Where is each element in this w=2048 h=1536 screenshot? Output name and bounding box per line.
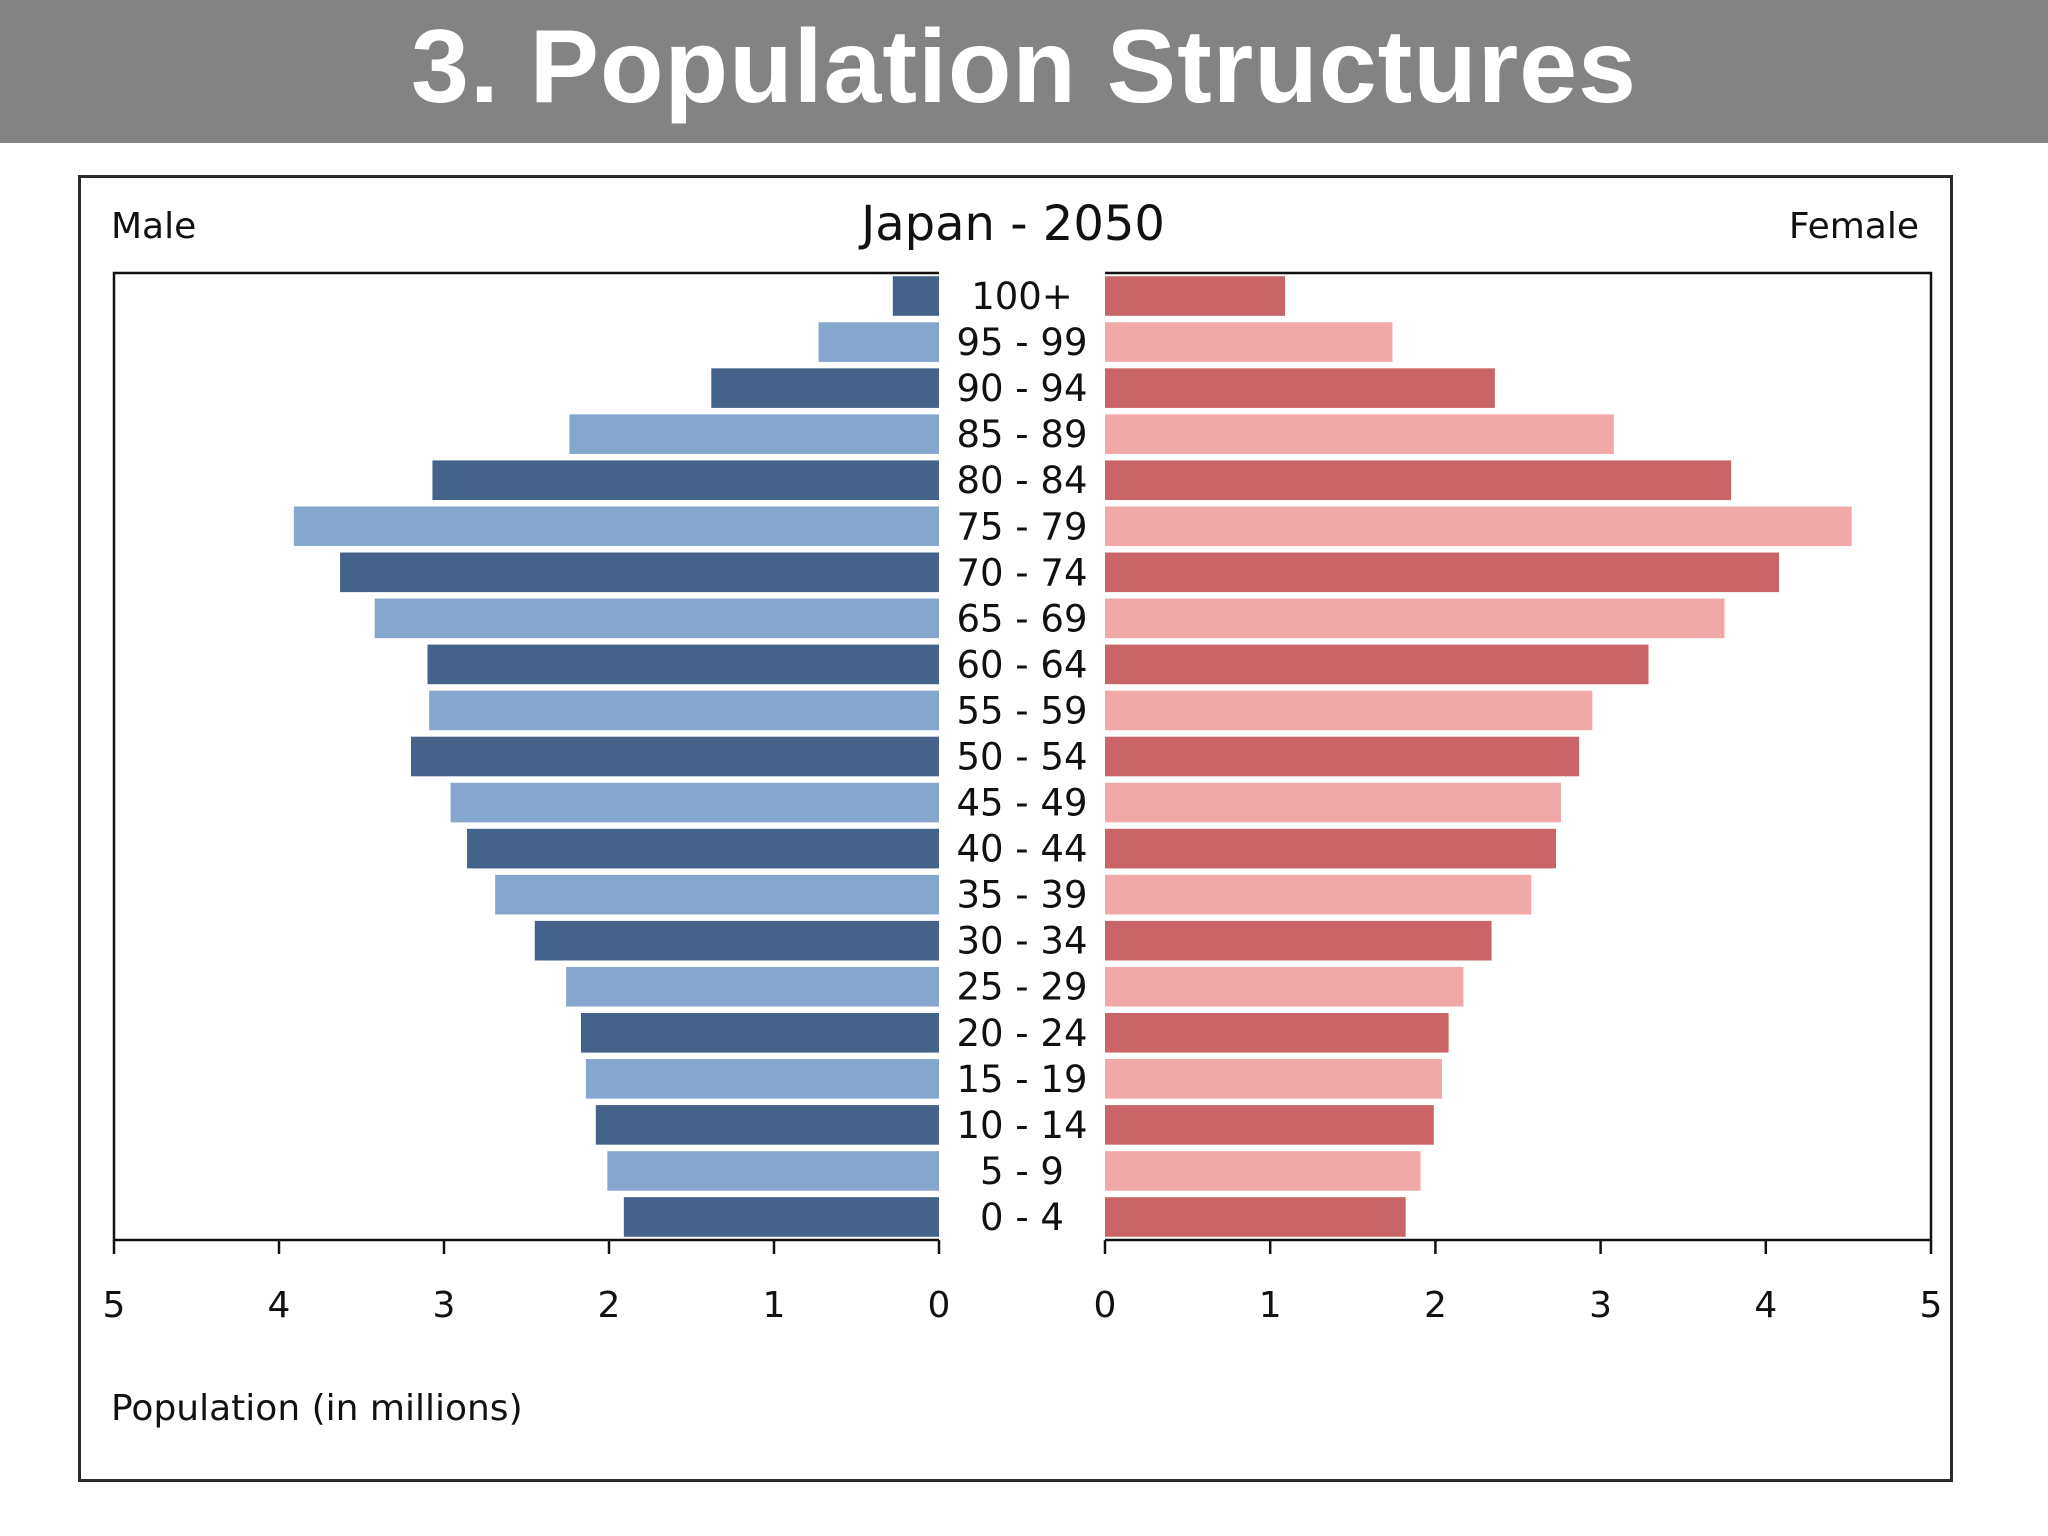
age-group-label: 30 - 34 (956, 920, 1087, 963)
female-bar (1105, 414, 1614, 454)
age-group-label: 15 - 19 (956, 1058, 1087, 1101)
age-group-label: 50 - 54 (956, 736, 1087, 779)
female-axis-tick-label: 3 (1589, 1285, 1612, 1326)
male-bar (427, 644, 939, 685)
male-bar (495, 874, 939, 915)
female-bar (1105, 644, 1649, 685)
male-axis-tick-label: 1 (763, 1285, 786, 1326)
age-group-label: 5 - 9 (980, 1150, 1064, 1193)
age-group-label: 35 - 39 (956, 874, 1087, 917)
female-axis-tick-label: 4 (1754, 1285, 1777, 1326)
male-plot-frame (112, 271, 939, 1242)
male-bar (411, 736, 939, 777)
female-label: Female (1789, 206, 1919, 247)
male-bar (623, 1197, 939, 1237)
female-bar (1105, 1197, 1406, 1237)
female-bar (1105, 506, 1852, 547)
age-group-label: 70 - 74 (956, 551, 1087, 594)
female-bar (1105, 966, 1464, 1007)
male-bar (374, 598, 939, 639)
chart-title: Japan - 2050 (858, 196, 1165, 252)
age-group-label: 65 - 69 (956, 597, 1087, 640)
male-bar (711, 368, 939, 408)
female-bar (1105, 552, 1780, 593)
male-bar (818, 322, 939, 362)
male-bar (607, 1151, 939, 1191)
age-group-label: 10 - 14 (956, 1104, 1087, 1147)
slide-title: 3. Population Structures (411, 9, 1637, 125)
female-bar (1105, 598, 1725, 639)
age-group-label: 25 - 29 (956, 966, 1087, 1009)
male-axis-tick-label: 2 (598, 1285, 621, 1326)
male-label: Male (111, 206, 196, 247)
chart-frame: Japan - 2050 Male Female Population (in … (78, 175, 1953, 1482)
male-bar (429, 690, 939, 731)
female-bar (1105, 828, 1556, 869)
female-bar (1105, 276, 1286, 316)
age-group-label: 60 - 64 (956, 643, 1087, 686)
population-pyramid-chart: Japan - 2050 Male Female Population (in … (103, 196, 1943, 1429)
male-bar (534, 920, 939, 961)
age-group-label: 55 - 59 (956, 689, 1087, 732)
age-group-label: 75 - 79 (956, 505, 1087, 548)
age-group-label: 90 - 94 (956, 367, 1087, 410)
female-bar (1105, 460, 1732, 501)
male-bar (340, 552, 939, 593)
male-axis-tick-label: 0 (928, 1285, 951, 1326)
age-group-label: 100+ (971, 275, 1073, 318)
female-axis-tick-label: 2 (1424, 1285, 1447, 1326)
male-bar (595, 1105, 939, 1145)
female-bar (1105, 874, 1532, 915)
female-bar (1105, 920, 1492, 961)
female-bar (1105, 1105, 1434, 1145)
male-axis-tick-label: 3 (433, 1285, 456, 1326)
female-plot-frame (1105, 271, 1933, 1242)
male-bar (293, 506, 940, 547)
male-bar (467, 828, 939, 869)
male-bar (580, 1012, 939, 1053)
age-group-label: 95 - 99 (956, 321, 1087, 364)
female-axis-tick-label: 5 (1920, 1285, 1943, 1326)
female-bar (1105, 1151, 1421, 1191)
male-bar (432, 460, 939, 501)
female-axis-tick-label: 1 (1259, 1285, 1282, 1326)
age-group-label: 45 - 49 (956, 782, 1087, 825)
male-bar (566, 966, 939, 1007)
male-bar (450, 782, 939, 823)
male-bar (585, 1059, 939, 1099)
male-axis-tick-label: 5 (103, 1285, 126, 1326)
female-bar (1105, 690, 1593, 731)
female-bar (1105, 368, 1495, 408)
male-bar (569, 414, 939, 454)
male-bar (892, 276, 939, 316)
female-axis-tick-label: 0 (1094, 1285, 1117, 1326)
female-bar (1105, 1059, 1443, 1099)
age-group-label: 80 - 84 (956, 459, 1087, 502)
slide-title-banner: 3. Population Structures (0, 0, 2048, 143)
male-axis-tick-label: 4 (268, 1285, 291, 1326)
age-group-label: 20 - 24 (956, 1012, 1087, 1055)
age-group-label: 40 - 44 (956, 828, 1087, 871)
x-axis-label: Population (in millions) (111, 1388, 523, 1429)
female-bar (1105, 1012, 1449, 1053)
female-bar (1105, 736, 1580, 777)
age-group-label: 85 - 89 (956, 413, 1087, 456)
female-bar (1105, 782, 1561, 823)
age-group-label: 0 - 4 (980, 1196, 1064, 1239)
female-bar (1105, 322, 1393, 362)
